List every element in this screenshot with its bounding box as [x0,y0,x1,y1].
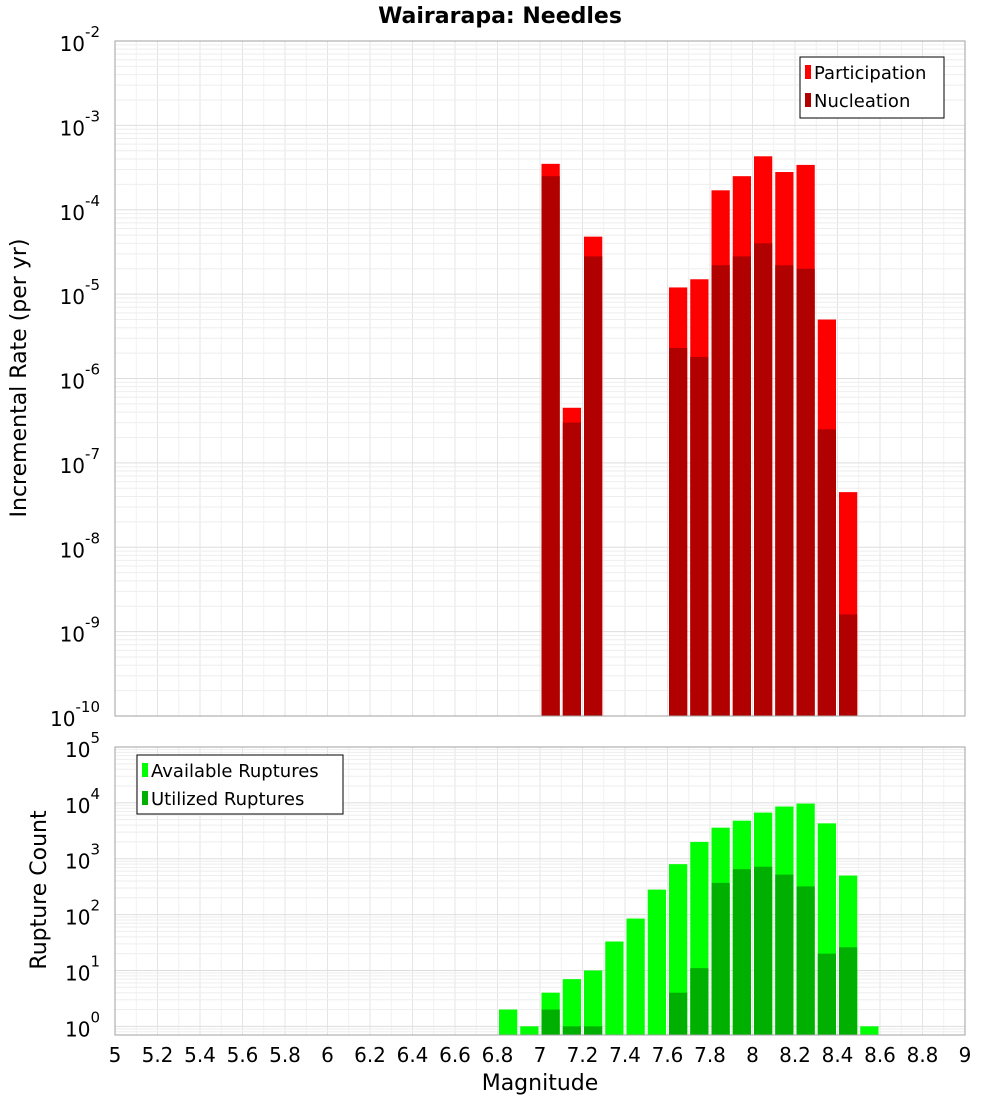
y-tick-label: 10-3 [60,107,100,140]
bars [499,803,879,1035]
bar-utilized-ruptures [839,947,858,1035]
bar-utilized-ruptures [775,874,794,1035]
bar-nucleation [732,256,751,716]
bar-available-ruptures [860,1026,879,1035]
bar-nucleation [711,265,730,716]
bar-nucleation [754,243,773,717]
bar-nucleation [796,268,815,716]
x-tick-label: 6.8 [482,1043,514,1067]
legend-swatch [805,93,811,107]
legend-swatch [142,791,148,805]
x-tick-label: 5.2 [142,1043,174,1067]
bar-utilized-ruptures [817,953,836,1035]
bar-nucleation [562,422,581,716]
bar-nucleation [839,614,858,716]
bar-available-ruptures [499,1009,518,1035]
legend: Participation Nucleation [799,56,945,119]
legend-label: Participation [814,63,926,84]
x-tick-label: 8.8 [907,1043,939,1067]
x-tick-label: 6.6 [439,1043,471,1067]
legend-label: Available Ruptures [151,761,319,782]
legend-label: Nucleation [814,91,910,112]
x-axis-title: Magnitude [482,1071,599,1096]
x-tick-label: 8 [746,1043,759,1067]
bar-utilized-ruptures [796,886,815,1035]
x-tick-label: 6.2 [354,1043,386,1067]
x-tick-label: 7 [534,1043,547,1067]
bar-utilized-ruptures [584,1026,603,1035]
bar-available-ruptures [584,970,603,1035]
bar-nucleation [817,429,836,716]
x-tick-label: 8.2 [779,1043,811,1067]
legend: Available Ruptures Utilized Ruptures [136,754,344,815]
x-tick-label: 5 [109,1043,122,1067]
chart-title: Wairarapa: Needles [378,4,622,29]
legend-box [799,56,945,119]
x-tick-label: 8.6 [864,1043,896,1067]
x-tick-label: 5.8 [269,1043,301,1067]
bar-utilized-ruptures [732,869,751,1035]
x-tick-label: 7.2 [567,1043,599,1067]
bar-nucleation [775,265,794,716]
x-tick-label: 5.6 [227,1043,259,1067]
x-tick-label: 7.4 [609,1043,641,1067]
bottom-y-axis-title: Rupture Count [27,810,52,970]
y-tick-label: 104 [65,785,100,818]
bar-utilized-ruptures [669,992,688,1035]
y-tick-label: 10-4 [60,192,100,225]
bar-available-ruptures [605,941,624,1035]
x-tick-label: 6.4 [397,1043,429,1067]
y-tick-label: 10-9 [60,614,100,647]
y-tick-label: 10-7 [60,445,100,478]
grid [114,41,966,717]
bar-nucleation [541,176,560,716]
plot-frame [114,746,966,1036]
legend-swatch [805,65,811,79]
y-tick-label: 102 [65,897,100,930]
y-axis-ticks: 10-10 10-9 10-8 10-7 10-6 10-5 10-4 10-3 10-2 [50,23,100,731]
y-tick-label: 10-8 [60,529,100,562]
x-tick-label: 7.6 [652,1043,684,1067]
bar-available-ruptures [647,889,666,1035]
x-tick-label: 9 [959,1043,972,1067]
y-tick-label: 101 [65,952,100,985]
bar-utilized-ruptures [562,1026,581,1035]
bar-nucleation [584,256,603,716]
legend-label: Utilized Ruptures [151,789,304,810]
top-panel: 10-10 10-9 10-8 10-7 10-6 10-5 10-4 10-3 10-2 Par… [50,23,966,731]
x-axis-ticks: 5 5.2 5.4 5.6 5.8 6 6.2 6.4 6.6 6.8 7 7.2 7.4 7.6 7.8 8… [109,1043,972,1067]
x-tick-label: 6 [321,1043,334,1067]
bars [541,156,858,717]
bar-utilized-ruptures [690,968,709,1035]
y-tick-label: 105 [65,729,100,762]
bar-available-ruptures [669,864,688,1035]
y-tick-label: 10-10 [50,698,100,731]
bar-utilized-ruptures [754,866,773,1035]
y-tick-label: 10-5 [60,276,100,309]
y-tick-label: 100 [65,1008,100,1041]
y-tick-label: 103 [65,841,100,874]
bar-available-ruptures [520,1026,539,1035]
bar-nucleation [669,347,688,716]
y-tick-label: 10-2 [60,23,100,56]
bar-available-ruptures [562,979,581,1035]
bar-nucleation [690,356,709,716]
x-tick-label: 8.4 [822,1043,854,1067]
bottom-panel: 100 101 102 103 104 105 5 5.2 5.4 5.6 5.8 6 6.2 6.4 6.… [65,729,971,1067]
x-tick-label: 7.8 [694,1043,726,1067]
bar-utilized-ruptures [541,1009,560,1035]
legend-swatch [142,763,148,777]
x-tick-label: 5.4 [184,1043,216,1067]
top-y-axis-title: Incremental Rate (per yr) [7,239,32,518]
y-axis-ticks: 100 101 102 103 104 105 [65,729,100,1041]
legend-box [136,754,344,815]
y-tick-label: 10-6 [60,361,100,394]
bar-available-ruptures [626,918,645,1035]
plot-frame [114,40,966,717]
bar-utilized-ruptures [711,882,730,1035]
